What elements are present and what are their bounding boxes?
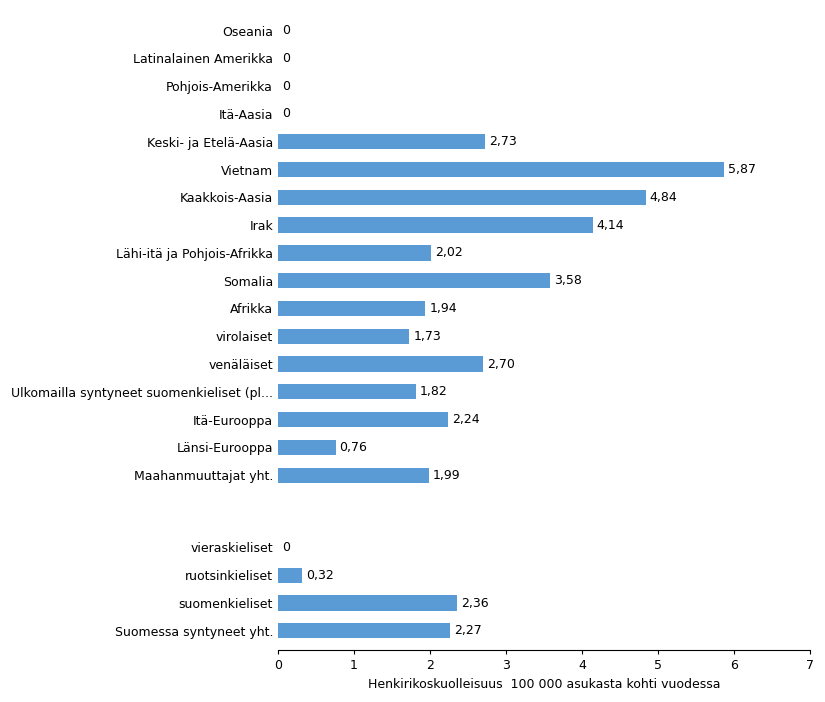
Text: 3,58: 3,58 [554, 274, 582, 287]
Bar [278, 568, 302, 583]
X-axis label: Henkirikoskuolleisuus  100 000 asukasta kohti vuodessa: Henkirikoskuolleisuus 100 000 asukasta k… [368, 678, 720, 691]
Text: 0: 0 [282, 107, 290, 121]
Bar [278, 468, 429, 483]
Text: 2,02: 2,02 [436, 246, 463, 260]
Bar [278, 273, 550, 289]
Bar [278, 190, 646, 205]
Bar [278, 357, 483, 371]
Bar [278, 134, 485, 150]
Bar [278, 412, 448, 428]
Bar [278, 329, 409, 344]
Text: 1,94: 1,94 [429, 302, 457, 315]
Bar [278, 245, 431, 260]
Text: 2,24: 2,24 [452, 413, 479, 426]
Text: 2,27: 2,27 [455, 624, 482, 637]
Text: 1,82: 1,82 [420, 385, 448, 398]
Text: 2,36: 2,36 [461, 597, 488, 609]
Text: 0: 0 [282, 52, 290, 65]
Bar [278, 162, 724, 177]
Text: 0: 0 [282, 79, 290, 93]
Bar [278, 301, 426, 316]
Text: 1,99: 1,99 [433, 469, 460, 482]
Text: 5,87: 5,87 [728, 163, 756, 176]
Text: 4,14: 4,14 [596, 218, 624, 232]
Text: 0: 0 [282, 541, 290, 554]
Text: 0: 0 [282, 24, 290, 37]
Text: 4,84: 4,84 [649, 191, 677, 204]
Bar [278, 384, 417, 399]
Text: 1,73: 1,73 [413, 330, 441, 343]
Text: 2,70: 2,70 [487, 357, 515, 371]
Text: 2,73: 2,73 [489, 135, 517, 148]
Bar [278, 218, 592, 233]
Text: 0,32: 0,32 [306, 569, 334, 582]
Bar [278, 623, 450, 639]
Text: 0,76: 0,76 [340, 441, 367, 454]
Bar [278, 439, 336, 455]
Bar [278, 595, 457, 611]
